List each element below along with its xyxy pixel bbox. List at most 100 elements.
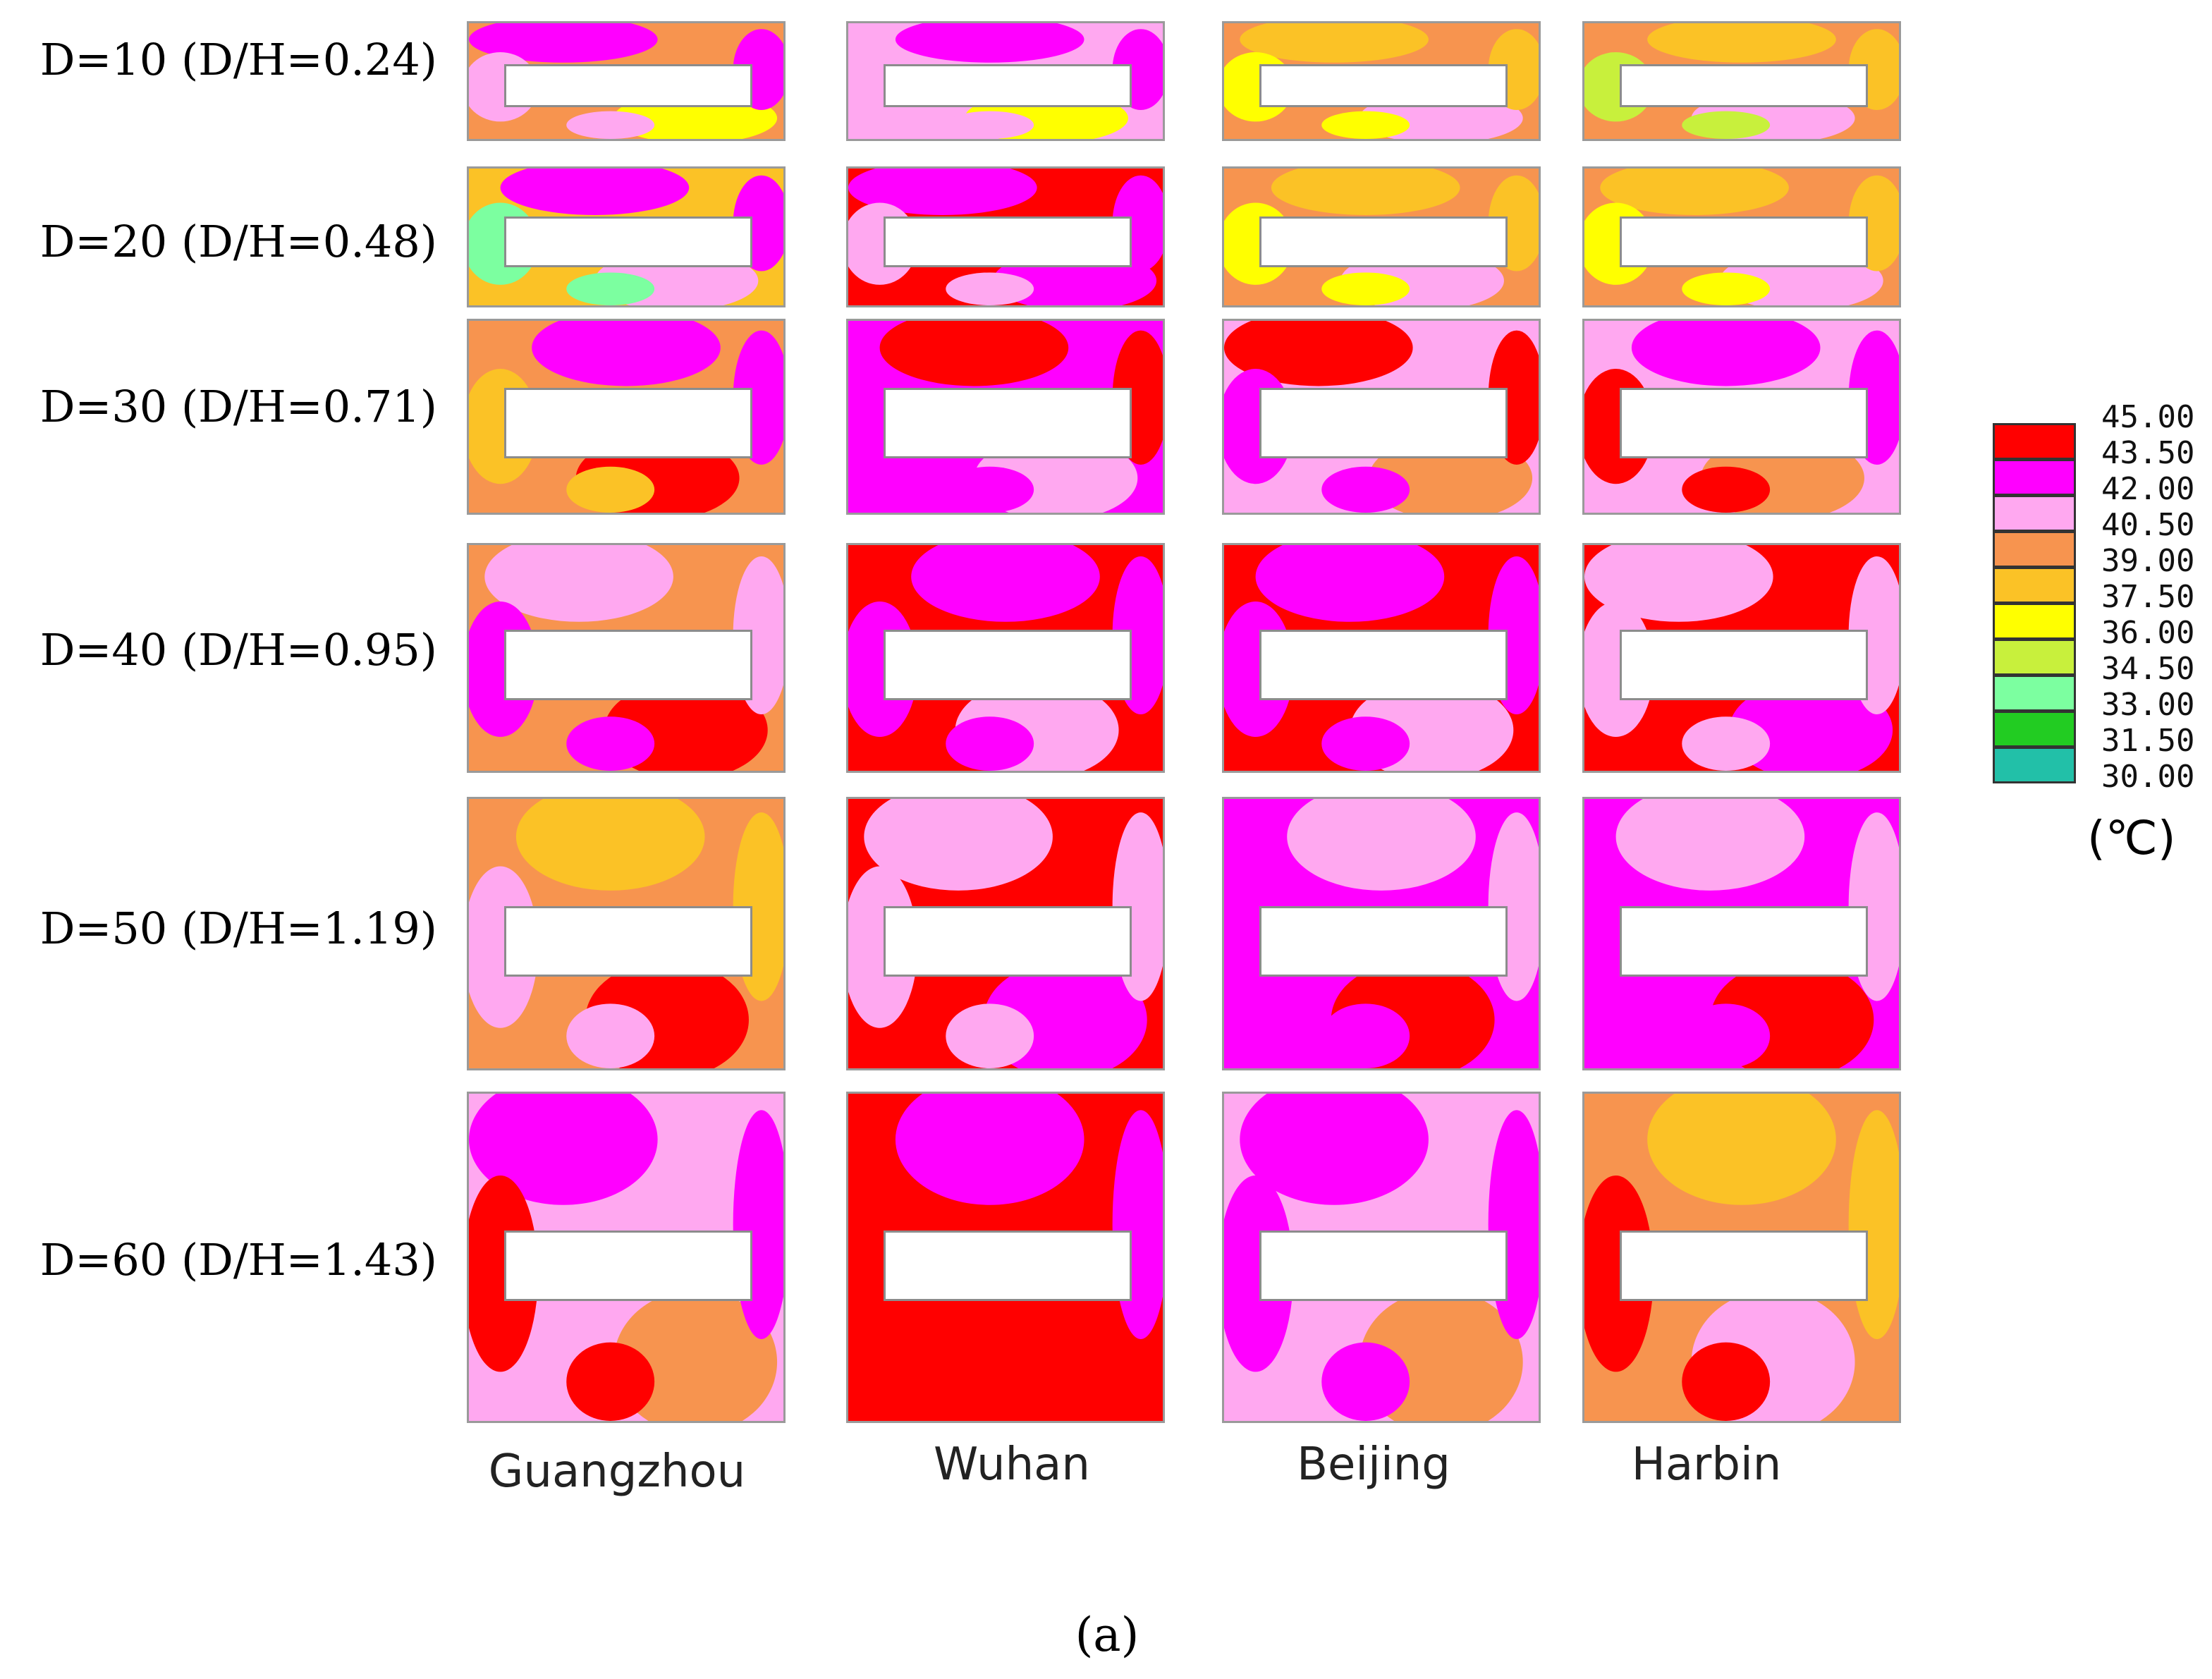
contour-region [946,716,1034,771]
building-footprint [1619,905,1869,977]
contour-panel-guangzhou-row-5 [467,797,786,1070]
colorbar-tick-label: 37.50 [2101,579,2195,615]
contour-region [515,799,705,891]
contour-region [1615,799,1805,891]
contour-panel-wuhan-row-3 [846,319,1165,515]
contour-region [566,272,655,305]
contour-region [1682,1342,1771,1421]
contour-region [469,1094,658,1205]
column-label-guangzhou: Guangzhou [488,1446,746,1498]
column-label-beijing: Beijing [1297,1439,1450,1491]
contour-region [946,272,1034,305]
contour-region [469,23,658,63]
column-label-wuhan: Wuhan [934,1439,1090,1491]
contour-region [864,799,1053,891]
contour-region [1271,169,1460,215]
contour-region [566,466,655,513]
contour-region [532,321,721,386]
contour-field [1224,545,1539,771]
contour-region [566,1003,655,1068]
colorbar-swatch-6 [1993,603,2076,640]
building-footprint [503,629,753,700]
contour-panel-guangzhou-row-3 [467,319,786,515]
contour-region [895,1094,1084,1205]
contour-panel-wuhan-row-5 [846,797,1165,1070]
building-footprint [1619,1231,1869,1302]
contour-panel-harbin-row-2 [1582,166,1901,307]
contour-field [1584,1094,1899,1421]
building-footprint [1619,387,1869,458]
colorbar-swatch-5 [1993,567,2076,604]
contour-region [1682,1003,1771,1068]
contour-region [1647,1094,1836,1205]
contour-field [1224,1094,1539,1421]
colorbar-swatch-1 [1993,423,2076,460]
contour-region [1321,1003,1410,1068]
building-footprint [503,216,753,267]
contour-region [1682,466,1771,513]
contour-panel-beijing-row-6 [1222,1092,1541,1423]
contour-panel-beijing-row-2 [1222,166,1541,307]
building-footprint [1259,629,1508,700]
contour-region [1255,545,1445,622]
colorbar-tick-label: 31.50 [2101,723,2195,759]
row-label-6: D=60 (D/H=1.43) [39,1234,437,1286]
contour-region [895,23,1084,63]
building-footprint [503,905,753,977]
colorbar-swatch-8 [1993,675,2076,712]
contour-region [1848,1110,1899,1339]
building-footprint [1259,387,1508,458]
contour-region [1682,716,1771,771]
contour-region [1240,23,1429,63]
contour-panel-harbin-row-5 [1582,797,1901,1070]
colorbar-swatch-10 [1993,747,2076,783]
contour-panel-harbin-row-6 [1582,1092,1901,1423]
contour-region [1647,23,1836,63]
building-footprint [1259,63,1508,107]
contour-region [500,169,690,215]
building-footprint [1259,216,1508,267]
row-label-5: D=50 (D/H=1.19) [39,903,437,954]
contour-panel-beijing-row-3 [1222,319,1541,515]
contour-panel-beijing-row-4 [1222,543,1541,773]
colorbar-swatch-4 [1993,531,2076,568]
contour-region [1321,716,1410,771]
colorbar-tick-label: 36.00 [2101,615,2195,651]
colorbar-swatch-2 [1993,459,2076,496]
contour-panel-wuhan-row-2 [846,166,1165,307]
contour-region [566,111,655,139]
colorbar-tick-label: 42.00 [2101,471,2195,507]
contour-panel-guangzhou-row-2 [467,166,786,307]
contour-region [1240,1094,1429,1205]
building-footprint [503,63,753,107]
contour-panel-wuhan-row-1 [846,21,1165,141]
contour-panel-guangzhou-row-4 [467,543,786,773]
contour-panel-beijing-row-1 [1222,21,1541,141]
contour-region [946,466,1034,513]
row-label-4: D=40 (D/H=0.95) [39,624,437,676]
contour-region [613,1290,778,1421]
contour-panel-harbin-row-3 [1582,319,1901,515]
contour-region [911,545,1100,622]
contour-region [848,169,1037,215]
building-footprint [883,905,1132,977]
colorbar-tick-label: 43.50 [2101,435,2195,471]
building-footprint [1619,216,1869,267]
contour-panel-guangzhou-row-6 [467,1092,786,1423]
contour-panel-wuhan-row-6 [846,1092,1165,1423]
building-footprint [503,387,753,458]
contour-region [946,1003,1034,1068]
contour-region [946,1342,1034,1421]
contour-region [946,111,1034,139]
contour-region [1321,272,1410,305]
row-label-1: D=10 (D/H=0.24) [39,34,437,85]
building-footprint [1619,63,1869,107]
contour-panel-beijing-row-5 [1222,797,1541,1070]
contour-region [1224,321,1413,386]
contour-field [848,1094,1163,1421]
building-footprint [883,387,1132,458]
colorbar-tick-label: 34.50 [2101,651,2195,687]
contour-region [1112,1110,1163,1339]
contour-region [469,1176,539,1372]
